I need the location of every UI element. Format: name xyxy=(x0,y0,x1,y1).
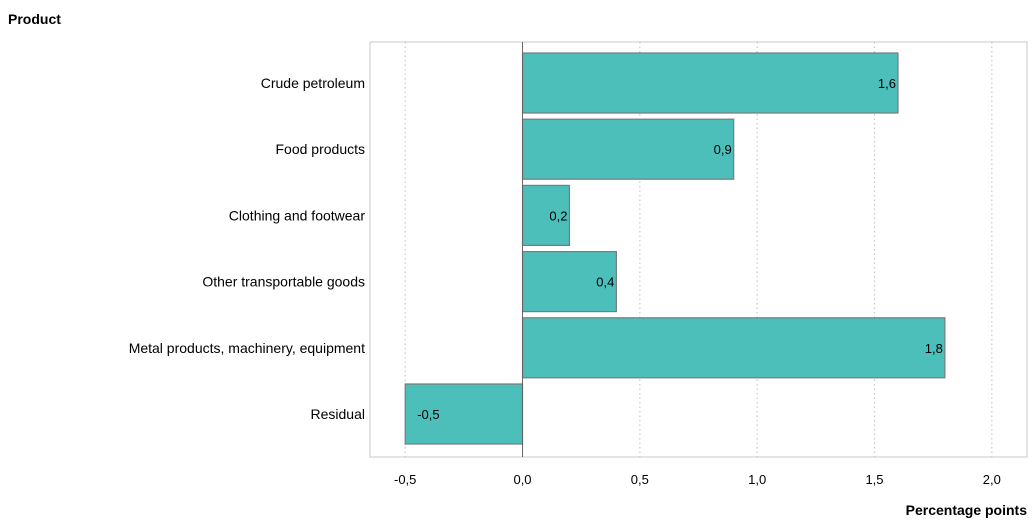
x-tick-label: -0,5 xyxy=(394,472,416,487)
bar-value-label: 0,4 xyxy=(596,275,614,290)
bar-value-label: 1,6 xyxy=(878,76,896,91)
category-label: Other transportable goods xyxy=(202,274,365,290)
y-axis-title: Product xyxy=(8,11,61,27)
x-axis-title: Percentage points xyxy=(906,502,1028,518)
bar xyxy=(404,383,524,445)
grid-lines xyxy=(404,42,993,457)
x-tick-label: 0,5 xyxy=(631,472,649,487)
bar-value-label: 0,9 xyxy=(714,142,732,157)
x-tick-label: 1,5 xyxy=(865,472,883,487)
category-labels: Crude petroleum Food products Clothing and… xyxy=(129,75,366,422)
x-tick-label: 2,0 xyxy=(983,472,1001,487)
bars xyxy=(404,52,946,445)
x-tick-label: 1,0 xyxy=(748,472,766,487)
x-tick-labels: -0,5 0,0 0,5 1,0 1,5 2,0 xyxy=(394,472,1001,487)
bar xyxy=(521,118,735,180)
bar xyxy=(521,52,899,114)
bar xyxy=(521,317,946,379)
category-label: Food products xyxy=(276,141,366,157)
category-label: Clothing and footwear xyxy=(229,207,366,223)
bar-value-label: 0,2 xyxy=(549,208,567,223)
bar xyxy=(521,251,617,313)
category-label: Residual xyxy=(311,406,365,422)
bar-value-label: -0,5 xyxy=(417,407,439,422)
x-tick-label: 0,0 xyxy=(513,472,531,487)
category-label: Crude petroleum xyxy=(261,75,365,91)
bar-value-labels: 1,6 0,9 0,2 0,4 1,8 -0,5 xyxy=(417,76,943,422)
plot-frame xyxy=(369,41,1028,458)
bar xyxy=(521,184,571,246)
category-label: Metal products, machinery, equipment xyxy=(129,340,365,356)
bar-value-label: 1,8 xyxy=(925,341,943,356)
